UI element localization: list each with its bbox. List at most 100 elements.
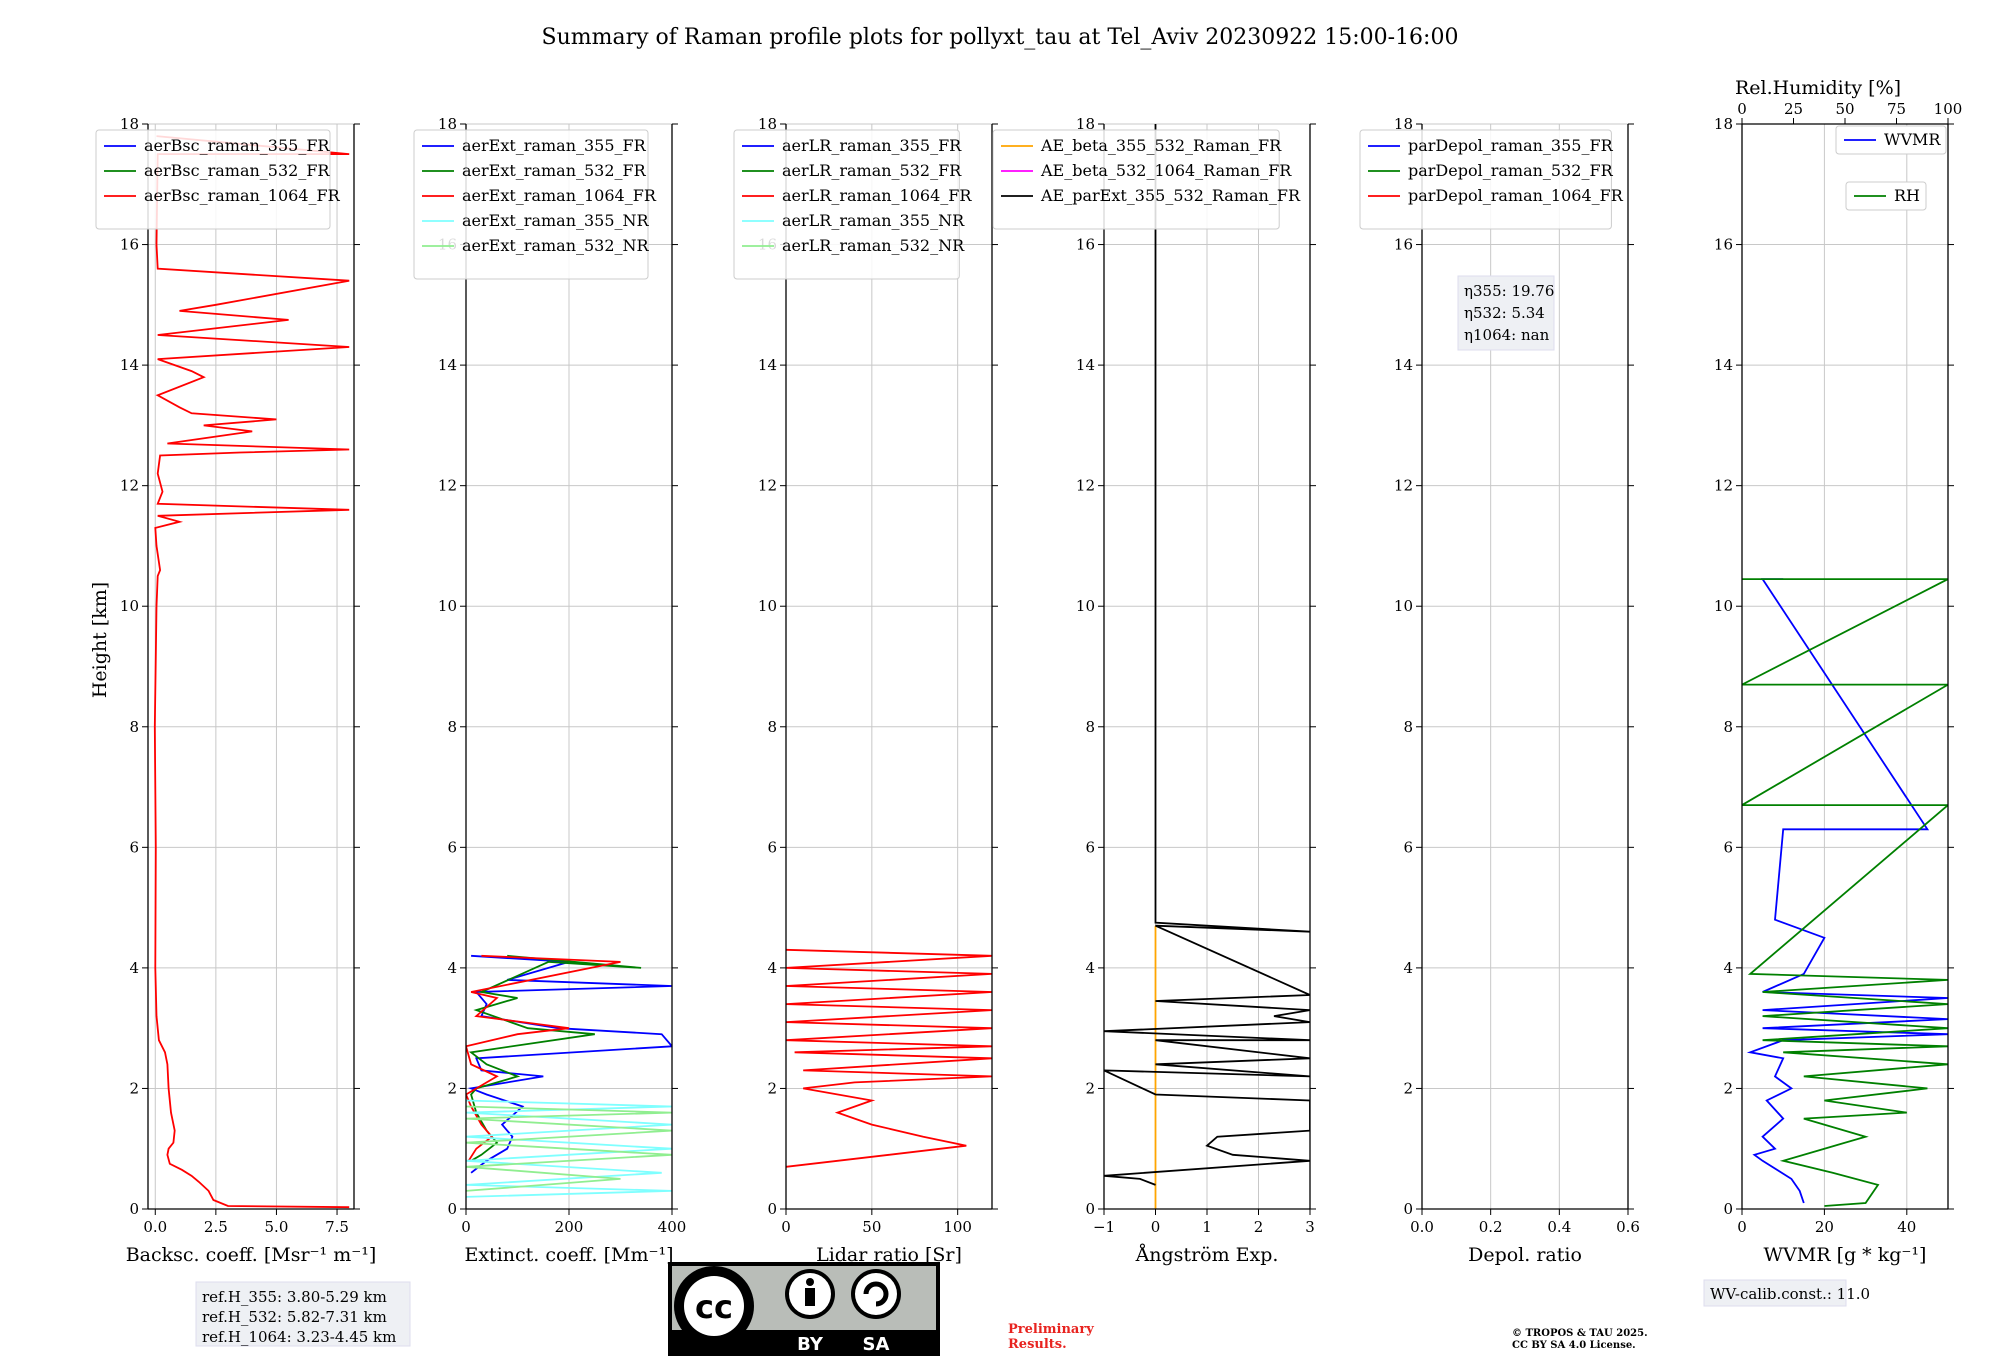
series-line-WVMR: [1746, 578, 1948, 1204]
legend-label: parDepol_raman_355_FR: [1408, 136, 1614, 155]
x-tick-label: 1: [1202, 1218, 1212, 1236]
cc-license-logo: cc BY SA: [668, 1262, 940, 1356]
x-tick-label: 5.0: [265, 1218, 289, 1236]
y-tick-label: 8: [447, 718, 457, 736]
legend-label: aerExt_raman_1064_FR: [462, 186, 657, 205]
sa-label: SA: [863, 1334, 890, 1355]
y-tick-label: 4: [1723, 959, 1733, 977]
legend-box: [413, 129, 649, 280]
eta-1064: η1064: nan: [1464, 326, 1550, 344]
y-tick-label: 2: [767, 1079, 777, 1097]
series-line-aerExt_raman_355_FR: [467, 954, 672, 1174]
x-axis-label: Extinct. coeff. [Mm⁻¹]: [464, 1244, 673, 1266]
rh-axis-label: Rel.Humidity [%]: [1735, 77, 1901, 99]
cc-letters: cc: [695, 1288, 733, 1326]
y-tick-label: 18: [438, 115, 457, 133]
y-tick-label: 14: [120, 356, 139, 374]
series-group: [1104, 124, 1310, 1209]
y-tick-label: 12: [1076, 477, 1095, 495]
x-tick-label: 7.5: [325, 1218, 349, 1236]
y-tick-label: 2: [1403, 1079, 1413, 1097]
y-tick-label: 8: [1085, 718, 1095, 736]
x-tick-label: 3: [1305, 1218, 1315, 1236]
series-line-aerExt_raman_355_NR: [466, 1099, 672, 1198]
x-tick-label: 20: [1815, 1218, 1834, 1236]
y-tick-label: 10: [758, 597, 777, 615]
y-tick-label: 10: [1714, 597, 1733, 615]
x-axis-label: Ångström Exp.: [1135, 1244, 1279, 1266]
by-label: BY: [797, 1334, 824, 1355]
y-tick-label: 0: [1403, 1200, 1413, 1218]
legend-box: [1835, 125, 1947, 155]
y-tick-label: 14: [758, 356, 777, 374]
y-tick-label: 6: [1085, 838, 1095, 856]
legend-box: [992, 129, 1280, 230]
x-tick-label: 50: [862, 1218, 881, 1236]
y-tick-label: 10: [1394, 597, 1413, 615]
sa-icon-ring: [855, 1273, 897, 1315]
y-axis-label: Height [km]: [89, 582, 111, 698]
x-tick-label: 0: [1737, 1218, 1747, 1236]
y-tick-label: 12: [120, 477, 139, 495]
panel-2: 0246810121416180200400Extinct. coeff. [M…: [413, 115, 686, 1266]
y-tick-label: 16: [1714, 236, 1733, 254]
y-tick-label: 14: [1076, 356, 1095, 374]
y-tick-label: 4: [1085, 959, 1095, 977]
y-tick-label: 2: [447, 1079, 457, 1097]
legend-label: parDepol_raman_1064_FR: [1408, 186, 1624, 205]
legend-label: RH: [1894, 186, 1920, 205]
copyright-line1: © TROPOS & TAU 2025.: [1512, 1328, 1648, 1339]
legend-label: aerBsc_raman_1064_FR: [144, 186, 341, 205]
y-tick-label: 18: [120, 115, 139, 133]
y-tick-label: 12: [1714, 477, 1733, 495]
refh-box-bg: [195, 1281, 411, 1347]
y-tick-label: 0: [1723, 1200, 1733, 1218]
figure-title: Summary of Raman profile plots for polly…: [542, 25, 1459, 50]
y-tick-label: 14: [1714, 356, 1733, 374]
refh-355: ref.H_355: 3.80-5.29 km: [202, 1288, 387, 1306]
x2-tick-label: 75: [1887, 100, 1906, 118]
wv-calib-box: WV-calib.const.: 11.0: [1703, 1279, 1870, 1307]
y-tick-label: 6: [1723, 838, 1733, 856]
x-tick-label: 0.2: [1479, 1218, 1503, 1236]
legend-box: [95, 129, 331, 230]
x-tick-label: 2.5: [204, 1218, 228, 1236]
legend-label: AE_beta_355_532_Raman_FR: [1040, 136, 1282, 155]
x2-tick-label: 100: [1934, 100, 1963, 118]
x-tick-label: 0: [1151, 1218, 1161, 1236]
x-tick-label: 2: [1254, 1218, 1264, 1236]
legend-label: aerLR_raman_355_FR: [782, 136, 962, 155]
y-tick-label: 18: [758, 115, 777, 133]
x-axis-label: Backsc. coeff. [Msr⁻¹ m⁻¹]: [126, 1244, 377, 1266]
legend-label: aerExt_raman_532_NR: [462, 236, 650, 255]
series-group: [1742, 578, 1948, 1207]
y-tick-label: 0: [447, 1200, 457, 1218]
series-group: [466, 954, 672, 1198]
preliminary-line1: Preliminary: [1008, 1322, 1094, 1337]
legend-label: aerExt_raman_355_NR: [462, 211, 650, 230]
y-tick-label: 4: [447, 959, 457, 977]
x-tick-label: 100: [943, 1218, 972, 1236]
person-icon-head: [806, 1278, 814, 1286]
legend-box: [1359, 129, 1612, 230]
refh-1064: ref.H_1064: 3.23-4.45 km: [202, 1328, 396, 1346]
eta-box-bg: [1457, 275, 1555, 351]
legend-label: aerExt_raman_355_FR: [462, 136, 647, 155]
legend-label: WVMR: [1884, 130, 1941, 149]
legend-label: aerLR_raman_355_NR: [782, 211, 965, 230]
legend-label: aerLR_raman_532_FR: [782, 161, 962, 180]
x2-tick-label: 50: [1835, 100, 1854, 118]
y-tick-label: 10: [120, 597, 139, 615]
x-axis-label: Depol. ratio: [1468, 1244, 1582, 1266]
wv-calib-text: WV-calib.const.: 11.0: [1710, 1285, 1870, 1303]
panel-3: 024681012141618050100Lidar ratio [Sr]aer…: [733, 115, 998, 1266]
y-tick-label: 16: [1394, 236, 1413, 254]
y-tick-label: 2: [129, 1079, 139, 1097]
y-tick-label: 0: [129, 1200, 139, 1218]
eta-532: η532: 5.34: [1464, 304, 1545, 322]
legend-label: aerExt_raman_532_FR: [462, 161, 647, 180]
share-alike-icon: [863, 1281, 889, 1307]
